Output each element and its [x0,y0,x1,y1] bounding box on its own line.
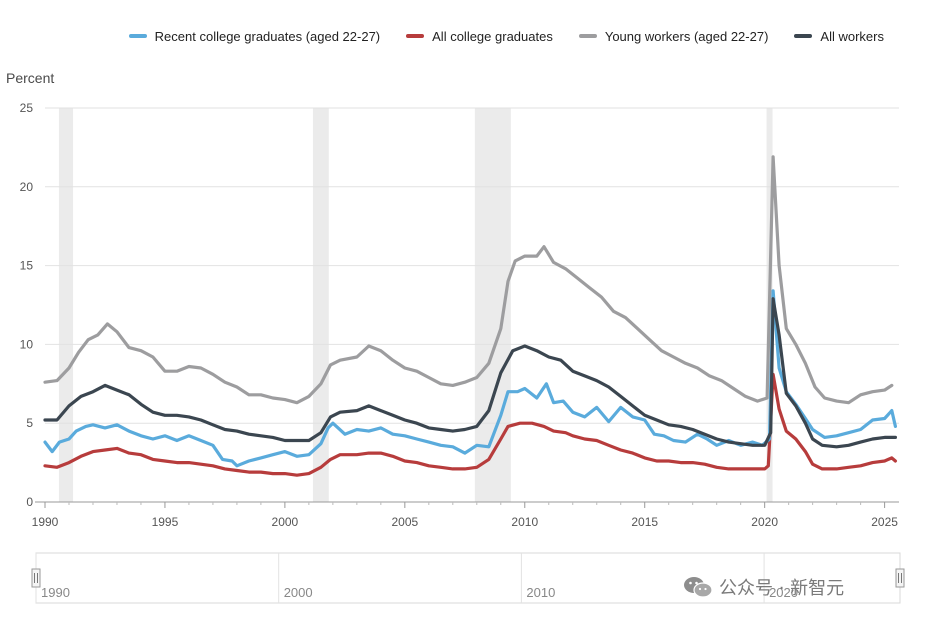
handle-box [895,568,905,588]
handle-box [31,568,41,588]
x-tick-label: 2015 [631,515,658,529]
x-tick-label: 1990 [32,515,59,529]
legend-item-young-workers[interactable]: Young workers (aged 22-27) [578,28,769,44]
navigator-label: 2000 [284,585,313,600]
series-line-1 [43,372,897,477]
legend-label: All college graduates [432,28,553,44]
recession-band [312,108,329,502]
legend-item-all-workers[interactable]: All workers [794,29,884,44]
y-tick-label: 10 [20,337,34,351]
navigator-handle-right[interactable] [895,568,905,588]
series-line-3 [43,297,897,449]
x-tick-label: 2000 [272,515,299,529]
navigator-label: 1990 [41,585,70,600]
y-tick-label: 20 [20,180,34,194]
legend-label: Recent college graduates (aged 22-27) [154,28,381,44]
legend-swatch [578,34,597,38]
legend-swatch [794,34,813,38]
x-tick-label: 1995 [152,515,179,529]
y-axis-title: Percent [6,70,55,86]
watermark-text: 公众号 · 新智元 [719,578,845,599]
y-tick-label: 0 [26,495,33,509]
watermark: 公众号 · 新智元 [683,574,844,600]
legend-item-recent-grads[interactable]: Recent college graduates (aged 22-27) [128,28,381,44]
legend-label: Young workers (aged 22-27) [604,28,769,44]
x-tick-label: 2010 [511,515,538,529]
legend-swatch [406,34,425,38]
legend-swatch [128,34,147,38]
y-tick-label: 5 [26,416,33,430]
legend-label: All workers [820,28,884,44]
series-line-2 [43,155,894,405]
x-tick-label: 2020 [751,515,778,529]
wechat-icon [684,577,713,598]
navigator-handle-left[interactable] [31,568,41,588]
chart-legend: Recent college graduates (aged 22-27) Al… [128,26,884,46]
x-tick-label: 2025 [871,515,898,529]
y-tick-label: 25 [20,101,34,115]
x-tick-label: 2005 [391,515,418,529]
legend-item-all-grads[interactable]: All college graduates [406,29,553,44]
y-tick-label: 15 [20,259,34,273]
navigator-label: 2010 [526,585,555,600]
